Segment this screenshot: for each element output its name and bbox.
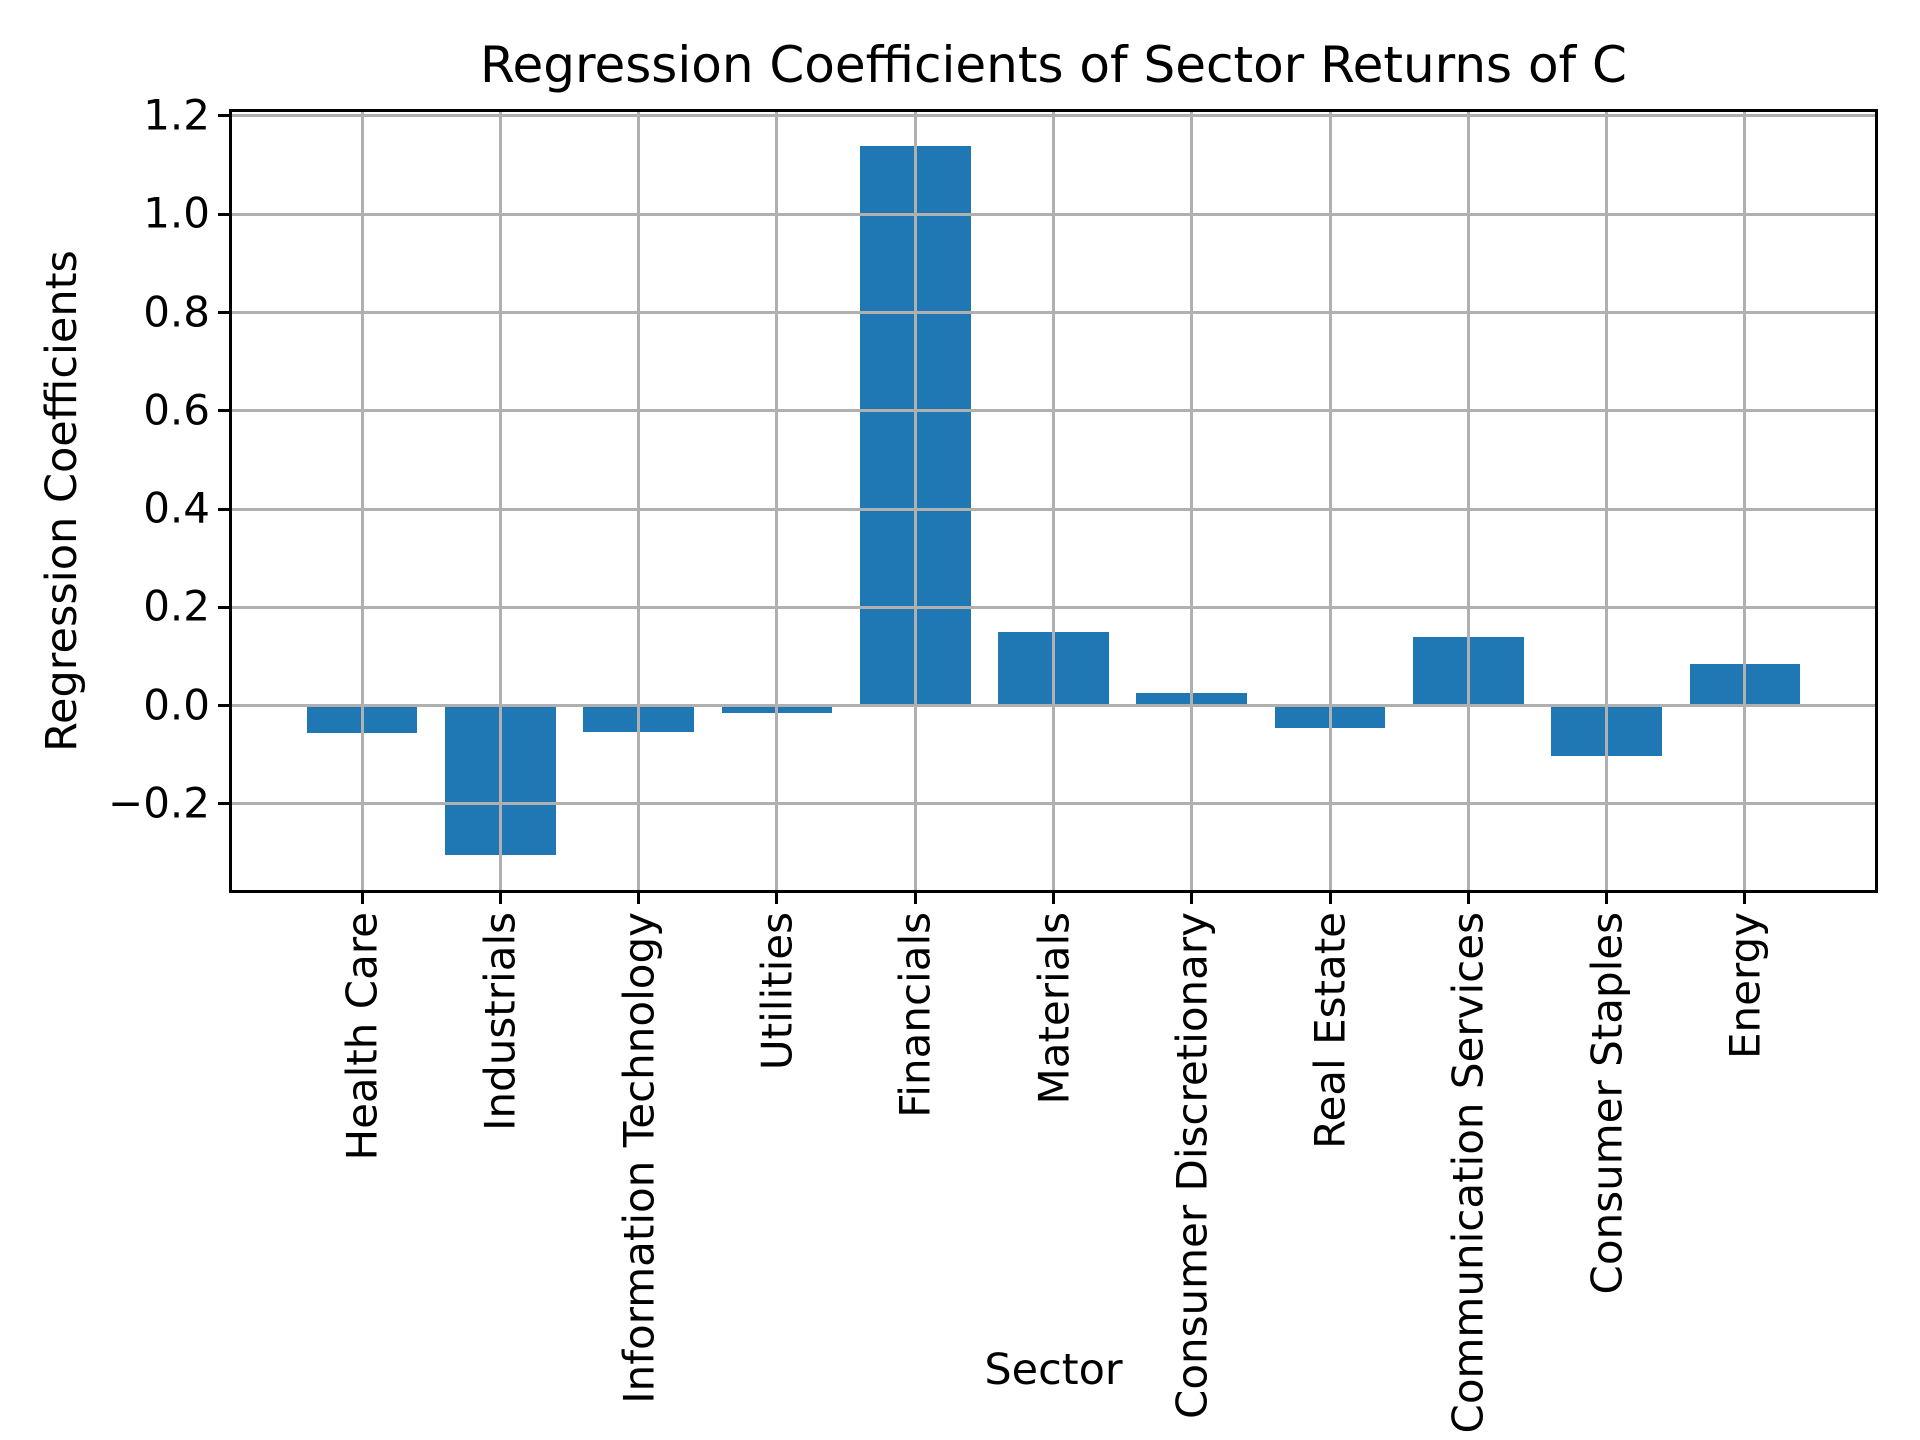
y-tick-label: 1.2 [143, 90, 210, 140]
x-tick-mark [637, 890, 641, 904]
y-tick-label: 0.8 [143, 287, 210, 337]
x-tick-mark [498, 890, 502, 904]
x-tick-label-health-care: Health Care [337, 912, 387, 1161]
y-tick-label: 0.6 [143, 385, 210, 435]
y-tick-label: 0.2 [143, 581, 210, 631]
x-tick-label-consumer-discretionary: Consumer Discretionary [1167, 912, 1217, 1419]
y-tick-mark [218, 409, 232, 413]
y-tick-label: 1.0 [143, 188, 210, 238]
y-tick-mark [218, 704, 232, 708]
x-tick-mark [1743, 890, 1747, 904]
x-tick-mark [913, 890, 917, 904]
v-gridline [913, 112, 917, 890]
v-gridline [498, 112, 502, 890]
v-gridline [1328, 112, 1332, 890]
x-tick-mark [1605, 890, 1609, 904]
x-tick-mark [1190, 890, 1194, 904]
x-tick-label-real-estate: Real Estate [1305, 912, 1355, 1149]
y-tick-mark [218, 311, 232, 315]
y-tick-mark [218, 507, 232, 511]
v-gridline [1605, 112, 1609, 890]
v-gridline [360, 112, 364, 890]
y-tick-mark [218, 605, 232, 609]
x-tick-mark [360, 890, 364, 904]
x-tick-label-materials: Materials [1029, 912, 1078, 1105]
x-tick-label-information-technology: Information Technology [614, 912, 664, 1404]
y-tick-mark [218, 114, 232, 118]
x-tick-mark [775, 890, 779, 904]
x-tick-label-consumer-staples: Consumer Staples [1582, 912, 1632, 1295]
x-tick-label-industrials: Industrials [475, 912, 525, 1131]
plot-area [229, 109, 1878, 893]
x-tick-label-financials: Financials [890, 912, 940, 1118]
y-axis-label: Regression Coefficients [37, 250, 87, 752]
v-gridline [775, 112, 779, 890]
y-tick-mark [218, 212, 232, 216]
v-gridline [1190, 112, 1194, 890]
y-tick-label: 0.0 [143, 680, 210, 730]
x-axis-label: Sector [984, 1345, 1123, 1395]
chart-title: Regression Coefficients of Sector Return… [480, 36, 1627, 94]
v-gridline [1052, 112, 1055, 890]
v-gridline [1743, 112, 1747, 890]
v-gridline [1466, 112, 1470, 890]
x-tick-mark [1466, 890, 1470, 904]
x-tick-mark [1052, 890, 1055, 904]
x-tick-label-energy: Energy [1720, 912, 1770, 1060]
x-tick-mark [1328, 890, 1332, 904]
v-gridline [637, 112, 641, 890]
x-tick-label-utilities: Utilities [752, 912, 802, 1071]
y-tick-label: −0.2 [108, 778, 210, 828]
y-tick-mark [218, 802, 232, 806]
y-tick-label: 0.4 [143, 483, 210, 533]
